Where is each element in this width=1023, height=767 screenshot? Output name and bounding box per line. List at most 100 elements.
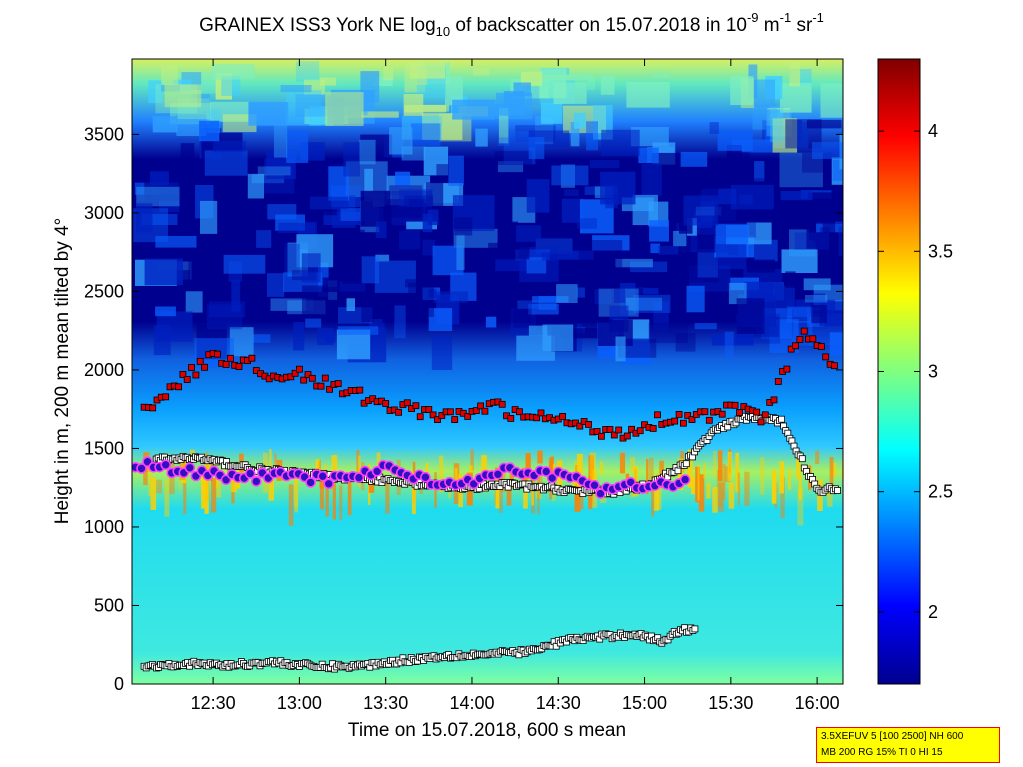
heat-patch	[624, 287, 647, 294]
data-point	[183, 376, 191, 383]
data-point	[412, 402, 420, 410]
heat-streak	[525, 453, 531, 479]
heat-patch	[428, 288, 437, 298]
heat-patch	[448, 155, 464, 186]
heat-streak	[712, 487, 718, 513]
x-tick-label: 12:30	[191, 693, 236, 713]
heat-patch	[648, 322, 688, 344]
data-point	[235, 363, 243, 371]
heat-patch	[401, 146, 426, 161]
colorbar-ticks: 2 2.5 3 3.5 4	[878, 121, 953, 622]
heat-streak	[646, 459, 649, 495]
heat-streak	[294, 468, 298, 508]
heat-patch	[382, 306, 395, 323]
heat-patch	[558, 250, 594, 260]
heat-patch	[374, 260, 416, 293]
data-point	[718, 410, 726, 418]
data-point	[464, 412, 472, 420]
heat-patch	[293, 322, 305, 351]
colorbar-tick-label: 3	[928, 362, 938, 382]
heat-patch	[498, 107, 509, 144]
x-tick-label: 15:30	[708, 693, 753, 713]
data-point	[792, 342, 799, 350]
data-point	[636, 427, 644, 435]
heat-streak	[600, 461, 604, 474]
heat-streak	[691, 476, 695, 495]
heat-streak	[574, 485, 581, 512]
heat-patch	[264, 158, 295, 194]
heat-streak	[697, 465, 700, 501]
heat-patch	[200, 292, 243, 300]
heat-streak	[716, 469, 723, 507]
heat-patch	[364, 168, 373, 202]
heat-patch	[820, 227, 830, 245]
heat-patch	[747, 259, 775, 273]
heat-patch	[148, 80, 163, 104]
data-point	[593, 428, 601, 435]
heat-patch	[473, 68, 490, 76]
heat-patch	[425, 182, 444, 218]
heat-patch	[247, 173, 264, 199]
data-point	[136, 463, 147, 474]
data-point	[533, 414, 541, 422]
data-point	[300, 376, 308, 384]
colorbar-gradient	[877, 58, 921, 685]
heat-patch	[188, 158, 210, 165]
x-tick-label: 14:00	[449, 693, 494, 713]
series-white-square-1	[140, 624, 699, 673]
data-point	[585, 420, 592, 428]
data-point	[304, 371, 312, 379]
data-point	[446, 408, 454, 416]
data-point	[623, 432, 631, 440]
data-point	[371, 465, 383, 477]
heat-streak	[178, 478, 181, 491]
data-point	[162, 393, 170, 401]
y-axis: 0 500 1000 1500 2000 2500 3000 3500	[84, 124, 843, 694]
heat-patch	[431, 335, 453, 370]
data-point	[731, 401, 739, 409]
heat-patch	[680, 151, 708, 167]
heat-patch	[589, 160, 620, 169]
heat-patch	[136, 186, 180, 207]
data-point	[201, 363, 208, 371]
data-point	[317, 382, 325, 390]
data-point	[674, 467, 682, 475]
data-point	[516, 408, 523, 416]
heat-streak	[273, 453, 277, 475]
plot-frame	[131, 58, 844, 685]
heat-patch	[683, 195, 719, 226]
heat-patch	[526, 179, 550, 213]
heat-patch	[485, 316, 497, 328]
heat-streak	[339, 485, 343, 520]
data-point	[770, 396, 778, 404]
heat-patch	[229, 327, 254, 357]
data-point	[628, 425, 635, 433]
data-point	[649, 424, 657, 432]
data-point	[688, 416, 696, 424]
heat-patch	[697, 249, 718, 278]
heat-patch	[601, 129, 640, 156]
heat-patch	[428, 308, 453, 331]
heat-patch	[141, 214, 178, 225]
info-line-1: 3.5XEFUV 5 [100 2500] NH 600	[821, 731, 964, 742]
heat-patch	[597, 319, 633, 346]
heat-streak	[829, 457, 834, 486]
data-point	[382, 400, 390, 407]
heat-patch	[403, 94, 424, 116]
heat-patch	[794, 232, 830, 250]
heat-patch	[375, 221, 387, 239]
data-point	[250, 476, 262, 487]
series-red-square-2	[140, 327, 838, 442]
heat-patch	[416, 63, 427, 85]
data-point	[822, 353, 830, 361]
data-point	[537, 409, 545, 417]
heat-streak	[779, 461, 784, 494]
heat-patch	[839, 135, 843, 170]
data-point	[334, 380, 342, 388]
data-point	[595, 488, 606, 499]
heat-streak	[698, 474, 705, 512]
x-tick-label: 13:00	[277, 693, 322, 713]
heat-patch	[497, 137, 510, 146]
heat-patch	[560, 328, 604, 339]
heat-patch	[497, 161, 524, 173]
